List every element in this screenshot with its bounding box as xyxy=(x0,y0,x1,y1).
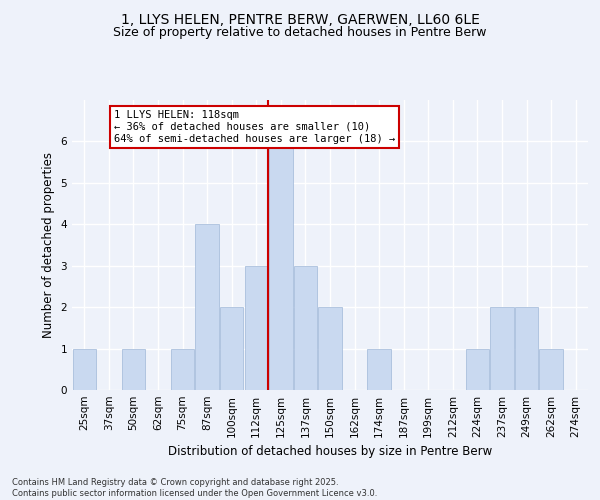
Bar xyxy=(294,266,317,390)
Bar xyxy=(73,348,96,390)
Bar xyxy=(490,307,514,390)
Bar xyxy=(466,348,489,390)
Bar xyxy=(220,307,244,390)
Text: 1 LLYS HELEN: 118sqm
← 36% of detached houses are smaller (10)
64% of semi-detac: 1 LLYS HELEN: 118sqm ← 36% of detached h… xyxy=(114,110,395,144)
Bar xyxy=(171,348,194,390)
Text: Size of property relative to detached houses in Pentre Berw: Size of property relative to detached ho… xyxy=(113,26,487,39)
Bar xyxy=(367,348,391,390)
Bar xyxy=(245,266,268,390)
Text: 1, LLYS HELEN, PENTRE BERW, GAERWEN, LL60 6LE: 1, LLYS HELEN, PENTRE BERW, GAERWEN, LL6… xyxy=(121,12,479,26)
Bar xyxy=(319,307,341,390)
Bar xyxy=(269,142,293,390)
X-axis label: Distribution of detached houses by size in Pentre Berw: Distribution of detached houses by size … xyxy=(168,446,492,458)
Bar xyxy=(122,348,145,390)
Bar xyxy=(539,348,563,390)
Bar xyxy=(196,224,219,390)
Text: Contains HM Land Registry data © Crown copyright and database right 2025.
Contai: Contains HM Land Registry data © Crown c… xyxy=(12,478,377,498)
Y-axis label: Number of detached properties: Number of detached properties xyxy=(42,152,55,338)
Bar xyxy=(515,307,538,390)
